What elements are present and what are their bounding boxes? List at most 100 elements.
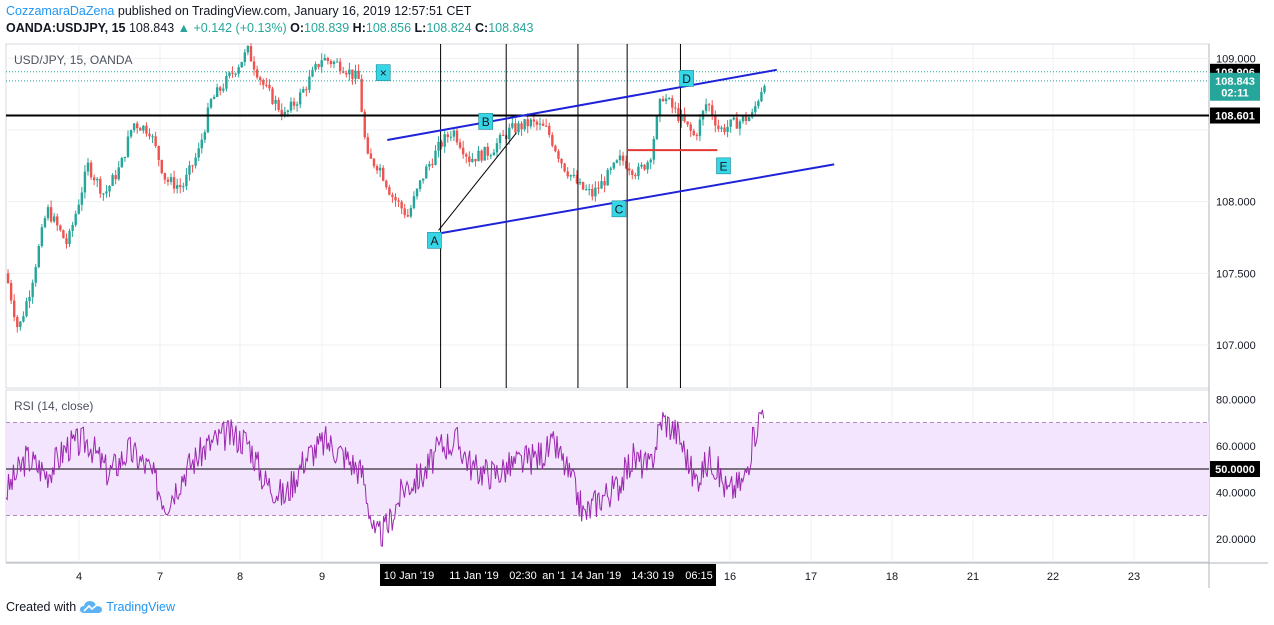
- time-tick-label: 23: [1128, 571, 1140, 583]
- candle-body: [615, 160, 619, 163]
- candle-body: [369, 153, 373, 159]
- candle-body: [741, 116, 745, 122]
- candle-body: [105, 191, 108, 194]
- point-marker-box: [478, 113, 494, 130]
- candle-body: [726, 126, 729, 132]
- candle-body: [169, 177, 173, 182]
- candle-body: [649, 159, 652, 163]
- candle-body: [68, 230, 71, 245]
- candle-body: [163, 173, 167, 180]
- candle-body: [286, 110, 290, 112]
- rsi-tick-label: 40.0000: [1216, 487, 1256, 499]
- price-tick-label: 108.000: [1216, 197, 1256, 209]
- candle-body: [16, 316, 19, 328]
- candle-body: [744, 116, 748, 122]
- candle-body: [34, 267, 37, 283]
- candle-body: [477, 150, 480, 162]
- candle-body: [326, 57, 330, 61]
- candle-body: [271, 88, 274, 104]
- candle-body: [111, 175, 114, 186]
- candle-body: [468, 156, 471, 163]
- candle-body: [415, 188, 419, 197]
- candle-body: [486, 146, 489, 156]
- candle-body: [99, 178, 102, 194]
- candle-body: [160, 160, 163, 174]
- candle-body: [225, 75, 228, 89]
- trend-line: [438, 132, 517, 231]
- candle-body: [698, 119, 702, 136]
- candle-body: [228, 72, 231, 76]
- candle-body: [249, 46, 253, 62]
- candle-body: [664, 98, 668, 102]
- low-label: L:: [414, 21, 427, 35]
- pattern-point-a: A: [427, 232, 442, 249]
- candle-body: [680, 114, 683, 121]
- candle-body: [575, 174, 579, 184]
- candle-body: [600, 181, 603, 189]
- candle-body: [126, 136, 130, 157]
- candle-body: [397, 200, 400, 202]
- candle-body: [132, 123, 136, 131]
- candle-body: [49, 207, 53, 222]
- candle-body: [458, 142, 462, 148]
- candle-body: [375, 166, 379, 171]
- candle-body: [154, 136, 157, 147]
- candle-body: [222, 88, 225, 91]
- candle-body: [335, 61, 339, 63]
- candle-body: [332, 61, 336, 65]
- pattern-point-e: E: [716, 157, 731, 175]
- candle-body: [13, 300, 16, 317]
- candle-body: [262, 80, 265, 85]
- tradingview-brand[interactable]: TradingView: [106, 600, 175, 614]
- candle-body: [372, 158, 376, 167]
- candle-body: [643, 164, 646, 170]
- candle-body: [89, 162, 93, 178]
- price-axis-tag-label: 108.601: [1215, 111, 1255, 123]
- point-marker-label: C: [615, 202, 624, 216]
- candle-body: [523, 119, 526, 130]
- candle-body: [489, 155, 493, 157]
- candle-body: [357, 70, 360, 79]
- candle-body: [511, 123, 514, 128]
- point-marker-label: B: [482, 115, 490, 129]
- candle-body: [394, 196, 397, 201]
- candle-body: [498, 134, 502, 144]
- candle-body: [717, 125, 720, 129]
- candle-body: [212, 96, 216, 100]
- candle-body: [455, 130, 459, 143]
- candle-body: [234, 73, 237, 75]
- candle-body: [166, 179, 170, 182]
- candle-body: [317, 64, 320, 68]
- candle-body: [440, 141, 443, 147]
- candle-body: [145, 125, 148, 134]
- candle-body: [624, 160, 628, 169]
- price-pane-title: USD/JPY, 15, OANDA: [14, 53, 133, 67]
- candle-body: [535, 121, 539, 125]
- author-link[interactable]: CozzamaraDaZena: [6, 4, 115, 18]
- candle-body: [581, 182, 585, 190]
- candle-body: [747, 117, 751, 122]
- candle-body: [443, 134, 446, 147]
- candles: [6, 43, 766, 333]
- chart-area[interactable]: 109.000 108.000 107.500 107.000 USD/JPY, 15,…: [0, 40, 1274, 592]
- point-marker-box: [716, 157, 731, 175]
- candle-body: [354, 70, 357, 79]
- close-value: 108.843: [488, 21, 534, 35]
- candle-body: [480, 150, 483, 161]
- candle-body: [142, 125, 145, 131]
- time-tick-label: 17: [805, 571, 817, 583]
- candle-body: [157, 146, 160, 161]
- rsi-tick-label: 60.0000: [1216, 441, 1256, 453]
- rsi-level-tag: [1210, 461, 1260, 478]
- candle-body: [554, 145, 557, 152]
- candle-body: [707, 104, 711, 106]
- candle-body: [246, 46, 250, 53]
- channel-line-lower: [432, 163, 835, 236]
- close-label: C:: [475, 21, 489, 35]
- candle-body: [206, 107, 210, 133]
- candle-body: [378, 167, 382, 171]
- low-value: 108.824: [426, 21, 472, 35]
- candle-body: [37, 246, 40, 268]
- time-highlight-band: [380, 564, 716, 586]
- candle-body: [606, 169, 609, 186]
